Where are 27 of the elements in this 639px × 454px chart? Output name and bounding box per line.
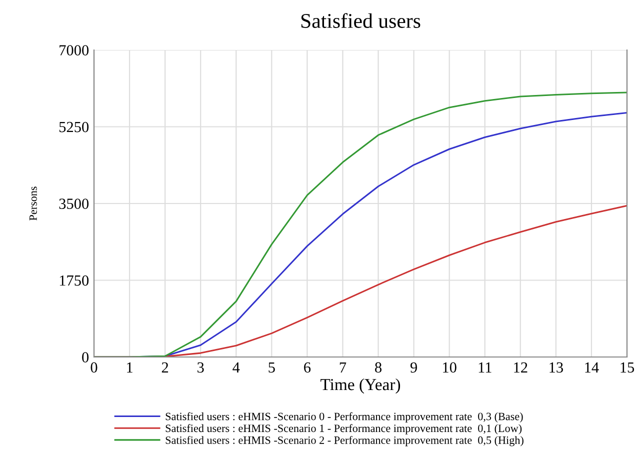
x-tick-label: 1 bbox=[127, 362, 132, 372]
x-tick-label: 2 bbox=[162, 362, 168, 372]
y-tick-label: 3500 bbox=[59, 198, 89, 209]
y-tick-label: 5250 bbox=[59, 122, 89, 132]
x-tick-label: 11 bbox=[478, 362, 492, 372]
x-axis-title: Time (Year) bbox=[320, 378, 400, 394]
y-tick-label: 7000 bbox=[60, 45, 89, 56]
x-tick-label: 6 bbox=[304, 362, 311, 373]
x-tick-label: 3 bbox=[198, 362, 204, 373]
x-tick-label: 0 bbox=[90, 362, 98, 373]
x-tick-label: 8 bbox=[375, 362, 382, 373]
chart-title: Satisfied users bbox=[301, 13, 420, 28]
legend-label: Satisfied users : eHMIS -Scenario 0 - Performance improvement rate 0,3 (Base) bbox=[166, 412, 523, 422]
y-axis-title: Persons bbox=[29, 186, 37, 220]
x-tick-label: 5 bbox=[268, 362, 275, 373]
legend-label: Satisfied users : eHMIS -Scenario 2 - Performance improvement rate 0,5 (High) bbox=[166, 436, 524, 446]
y-tick-label: 0 bbox=[82, 352, 89, 362]
x-tick-label: 14 bbox=[585, 362, 599, 372]
x-tick-label: 7 bbox=[340, 362, 346, 372]
x-tick-label: 9 bbox=[410, 362, 417, 373]
x-tick-label: 15 bbox=[620, 362, 634, 373]
legend-label: Satisfied users : eHMIS -Scenario 1 - Performance improvement rate 0,1 (Low) bbox=[166, 424, 522, 434]
y-tick-label: 1750 bbox=[60, 275, 89, 286]
x-tick-label: 10 bbox=[443, 362, 456, 373]
x-tick-label: 4 bbox=[232, 362, 240, 372]
x-tick-label: 13 bbox=[550, 362, 563, 373]
x-tick-label: 12 bbox=[514, 362, 528, 372]
